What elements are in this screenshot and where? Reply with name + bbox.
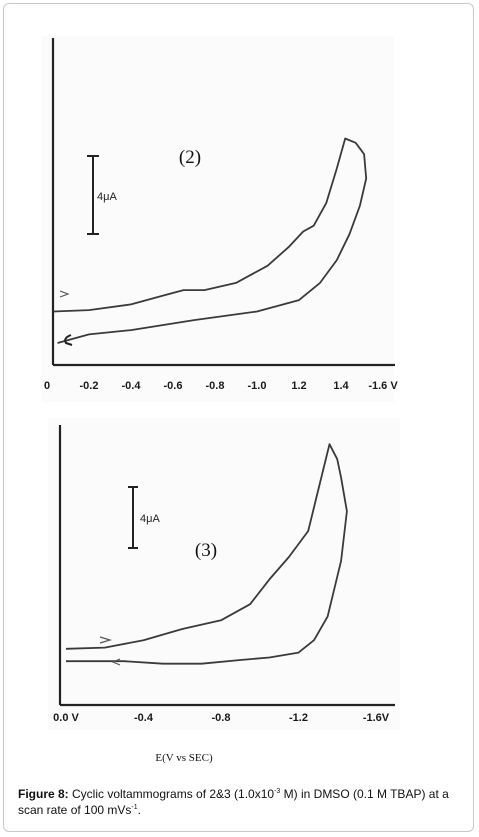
x-tick-label: 0.0 V xyxy=(53,712,79,724)
x-tick-label: 1.4 xyxy=(333,380,349,392)
panel-2-x-ticks: 0 -0.2 -0.4 -0.6 -0.8 -1.0 1.2 1.4 -1.6 V xyxy=(44,380,398,392)
caption-figure-number: Figure 8: xyxy=(18,787,69,801)
panel-2-background xyxy=(42,36,394,402)
panel-3-background xyxy=(48,418,400,730)
x-tick-label: -1.0 xyxy=(248,380,267,392)
panel-2-voltammogram-curve xyxy=(53,137,368,344)
panel-2-reverse-scan-arrow xyxy=(64,334,73,346)
panel-3-forward-scan-arrow xyxy=(99,636,113,644)
x-tick-label: -0.4 xyxy=(122,380,142,392)
panel-3-label: (3) xyxy=(195,540,217,561)
panel-3-x-ticks: 0.0 V -0.4 -0.8 -1.2 -1.6V xyxy=(53,712,390,724)
chart-panel-2: 0 -0.2 -0.4 -0.6 -0.8 -1.0 1.2 1.4 -1.6 V (2) 4μ… xyxy=(42,36,398,402)
x-tick-label: -1.6 V xyxy=(368,380,398,392)
panel-3-reverse-scan-arrow xyxy=(111,658,121,666)
chart-panel-3: 0.0 V -0.4 -0.8 -1.2 -1.6V (3) 4μA E(V vs SE… xyxy=(48,418,400,764)
x-tick-label: -0.4 xyxy=(134,712,154,724)
panel-3-scale-label: 4μA xyxy=(140,513,160,525)
x-tick-label: -0.8 xyxy=(212,712,231,724)
panel-2-forward-scan-arrow xyxy=(59,290,70,298)
caption-text-3: . xyxy=(137,803,141,817)
x-tick-label: -0.2 xyxy=(80,380,99,392)
x-tick-label: -1.6V xyxy=(363,712,390,724)
x-tick-label: -0.6 xyxy=(164,380,183,392)
panel-2-label: (2) xyxy=(179,147,201,168)
caption-text-2: M) in DMSO (0.1 M TBAP) at a scan rate o… xyxy=(18,787,449,817)
x-axis-label: E(V vs SEC) xyxy=(155,752,213,764)
x-tick-label: -0.8 xyxy=(206,380,225,392)
panel-3-voltammogram-curve xyxy=(65,443,348,665)
caption-superscript-2: -1 xyxy=(131,804,138,811)
figure-caption: Figure 8: Cyclic voltammograms of 2&3 (1… xyxy=(18,786,463,818)
x-tick-label: 0 xyxy=(44,380,50,392)
x-tick-label: -1.2 xyxy=(289,712,308,724)
panel-2-scale-label: 4μA xyxy=(97,191,117,203)
x-tick-label: 1.2 xyxy=(291,380,306,392)
caption-text-1: Cyclic voltammograms of 2&3 (1.0x10 xyxy=(68,787,275,801)
caption-superscript-1: -3 xyxy=(274,788,281,795)
